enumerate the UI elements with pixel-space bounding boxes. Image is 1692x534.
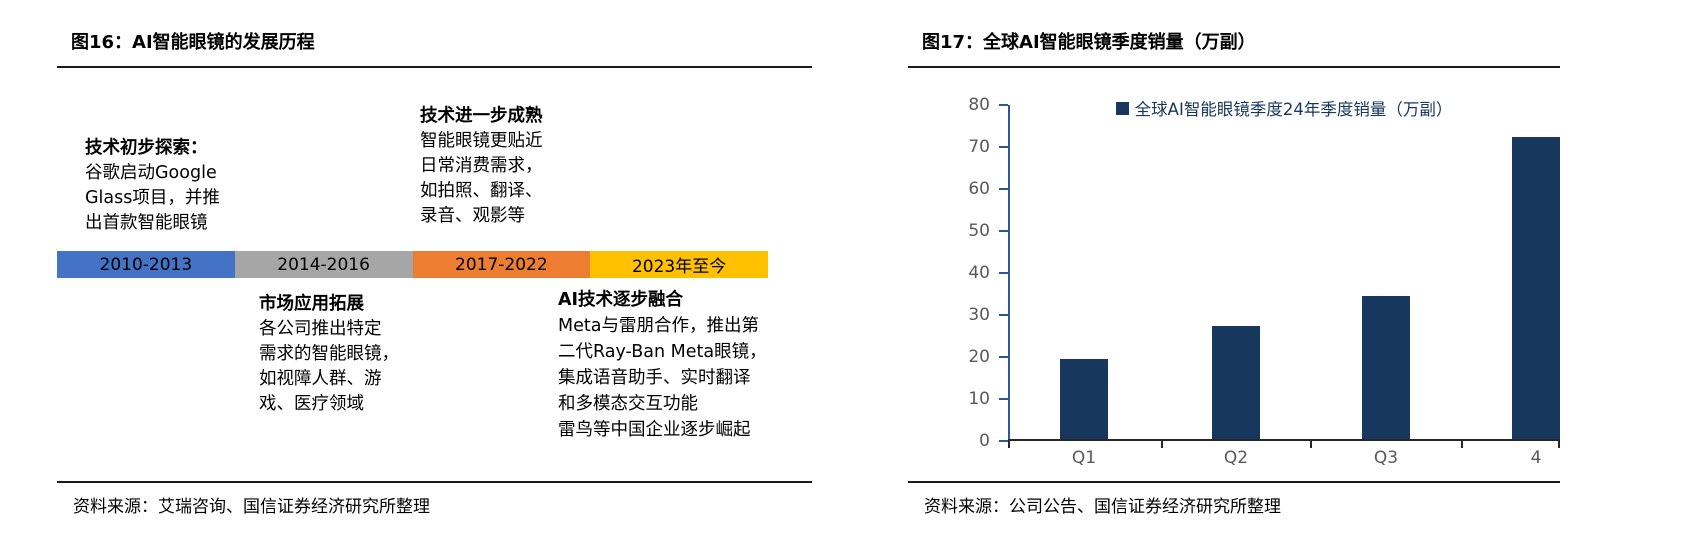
timeline-note-line: Glass项目，并推 <box>85 188 220 208</box>
timeline-segment-label: 2014-2016 <box>277 254 370 275</box>
timeline-note-2014-2016: 市场应用拓展 各公司推出特定 需求的智能眼镜， 如视障人群、游 戏、医疗领域 <box>259 292 399 417</box>
y-axis-tick <box>999 104 1008 106</box>
figure-17-header-rule <box>908 66 1560 68</box>
timeline-note-line: 二代Ray-Ban Meta眼镜， <box>558 342 767 362</box>
timeline-note-line: 戏、医疗领域 <box>259 394 364 414</box>
x-axis-tick <box>1161 441 1163 448</box>
figure-17-source: 资料来源：公司公告、国信证券经济研究所整理 <box>924 497 1281 517</box>
timeline-note-line: 如拍照、翻译、 <box>420 181 543 201</box>
bar-q3 <box>1362 296 1410 439</box>
timeline-note-heading: 市场应用拓展 <box>259 294 364 314</box>
timeline-segment-label: 2010-2013 <box>99 254 193 275</box>
timeline-segment-2010-2013: 2010-2013 <box>57 251 235 278</box>
timeline-segment-2023-now: 2023年至今 <box>590 251 768 278</box>
timeline-note-2017-2022: 技术进一步成熟 智能眼镜更贴近 日常消费需求， 如拍照、翻译、 录音、观影等 <box>420 104 543 229</box>
bar-chart-plot-area: 全球AI智能眼镜季度24年季度销量（万副） 0 10 20 30 40 50 6… <box>968 95 1560 468</box>
timeline-note-line: 智能眼镜更贴近 <box>420 131 543 151</box>
x-axis-tick <box>1008 441 1010 448</box>
y-axis-tick <box>999 230 1008 232</box>
figure-16-header-rule <box>57 66 812 68</box>
bar-q4 <box>1512 136 1560 439</box>
y-tick-label: 60 <box>968 179 990 199</box>
y-tick-label: 40 <box>968 263 990 283</box>
y-tick-label: 20 <box>968 347 990 367</box>
y-axis-tick <box>999 188 1008 190</box>
timeline-note-2023-now: AI技术逐步融合 Meta与雷朋合作，推出第 二代Ray-Ban Meta眼镜，… <box>558 287 767 443</box>
x-axis-line <box>1008 439 1560 441</box>
timeline-note-line: 和多模态交互功能 <box>558 394 698 414</box>
y-axis-tick <box>999 440 1008 442</box>
timeline-note-line: Meta与雷朋合作，推出第 <box>558 316 759 336</box>
y-tick-label: 50 <box>968 221 990 241</box>
figure-17-footer-rule <box>908 481 1560 483</box>
timeline-note-heading: 技术进一步成熟 <box>420 106 543 126</box>
y-axis-tick <box>999 272 1008 274</box>
timeline-segment-2017-2022: 2017-2022 <box>412 251 591 278</box>
timeline-segment-2014-2016: 2014-2016 <box>234 251 413 278</box>
figure-17-panel: 图17：全球AI智能眼镜季度销量（万副） 全球AI智能眼镜季度24年季度销量（万… <box>908 0 1560 534</box>
figure-16-panel: 图16：AI智能眼镜的发展历程 技术初步探索： 谷歌启动Google Glass… <box>57 0 812 534</box>
chart-legend: 全球AI智能眼镜季度24年季度销量（万副） <box>1008 96 1560 120</box>
timeline-note-line: 如视障人群、游 <box>259 369 382 389</box>
bar-q2 <box>1212 325 1260 439</box>
y-axis-tick <box>999 146 1008 148</box>
timeline-note-line: 谷歌启动Google <box>85 163 217 183</box>
x-axis-tick <box>1310 441 1312 448</box>
y-tick-label: 10 <box>968 389 990 409</box>
timeline-note-line: 雷鸟等中国企业逐步崛起 <box>558 420 751 440</box>
timeline-segment-label: 2023年至今 <box>631 257 727 277</box>
legend-swatch-icon <box>1115 101 1129 115</box>
y-tick-label: 0 <box>979 431 990 451</box>
x-axis-tick <box>1461 441 1463 448</box>
y-tick-label: 80 <box>968 95 990 115</box>
y-tick-label: 30 <box>968 305 990 325</box>
timeline-note-line: 各公司推出特定 <box>259 319 382 339</box>
timeline-note-2010-2013: 技术初步探索： 谷歌启动Google Glass项目，并推 出首款智能眼镜 <box>85 136 220 236</box>
y-axis-tick <box>999 314 1008 316</box>
timeline-note-line: 需求的智能眼镜， <box>259 344 399 364</box>
x-tick-label: Q1 <box>1071 448 1097 468</box>
x-tick-label: 4 <box>1530 448 1542 468</box>
y-axis-tick <box>999 356 1008 358</box>
timeline-segment-label: 2017-2022 <box>455 254 548 275</box>
timeline-bar: 2010-2013 2014-2016 2017-2022 2023年至今 <box>57 251 768 278</box>
bar-q1 <box>1060 359 1108 439</box>
x-tick-label: Q2 <box>1223 448 1249 468</box>
figure-16-source: 资料来源：艾瑞咨询、国信证券经济研究所整理 <box>73 497 430 517</box>
timeline-note-line: 日常消费需求， <box>420 156 543 176</box>
x-axis-tick <box>1558 441 1560 448</box>
timeline-note-line: 出首款智能眼镜 <box>85 213 208 233</box>
x-tick-label: Q3 <box>1373 448 1399 468</box>
timeline-note-line: 录音、观影等 <box>420 206 525 226</box>
figure-16-footer-rule <box>57 481 812 483</box>
timeline-note-heading: AI技术逐步融合 <box>558 290 684 310</box>
y-axis-line <box>1008 105 1010 441</box>
figure-16-title: 图16：AI智能眼镜的发展历程 <box>71 32 315 53</box>
legend-label: 全球AI智能眼镜季度24年季度销量（万副） <box>1134 100 1453 119</box>
timeline-note-heading: 技术初步探索： <box>85 138 208 158</box>
figure-17-title: 图17：全球AI智能眼镜季度销量（万副） <box>922 32 1256 53</box>
y-axis-tick <box>999 398 1008 400</box>
y-tick-label: 70 <box>968 137 990 157</box>
timeline-note-line: 集成语音助手、实时翻译 <box>558 368 751 388</box>
